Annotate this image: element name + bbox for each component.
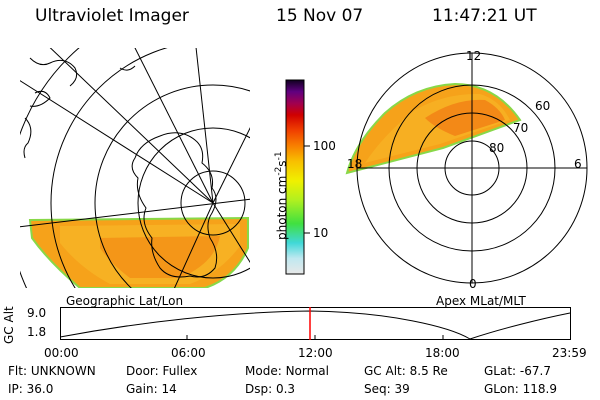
instrument-title: Ultraviolet Imager (35, 6, 189, 26)
info-dsp: Dsp: 0.3 (245, 382, 296, 396)
altitude-ytick-low: 1.8 (27, 325, 47, 339)
date-label: 15 Nov 07 (276, 6, 364, 26)
mlat-label-70: 70 (513, 121, 528, 135)
mlt-label-0: 0 (469, 277, 477, 288)
info-glon: GLon: 118.9 (484, 382, 557, 396)
info-door: Door: Fullex (126, 364, 198, 378)
colorbar-tick-100: 100 (313, 139, 336, 153)
colorbar (285, 79, 310, 275)
mlt-label-6: 6 (574, 157, 582, 171)
time-label: 11:47:21 UT (432, 6, 537, 26)
altitude-ylabel: GC Alt (2, 306, 16, 344)
geo-panel-label: Geographic Lat/Lon (66, 294, 184, 308)
info-gc-alt: GC Alt: 8.5 Re (364, 364, 448, 378)
info-seq: Seq: 39 (364, 382, 410, 396)
info-mode: Mode: Normal (245, 364, 329, 378)
altitude-xtick-2359: 23:59 (552, 346, 587, 360)
altitude-xtick-1800: 18:00 (425, 346, 460, 360)
info-gain: Gain: 14 (126, 382, 177, 396)
apex-panel-label: Apex MLat/MLT (436, 294, 526, 308)
mlt-label-18: 18 (347, 157, 362, 171)
altitude-xtick-1200: 12:00 (298, 346, 333, 360)
altitude-xtick-0000: 00:00 (44, 346, 79, 360)
altitude-xtick-0600: 06:00 (171, 346, 206, 360)
geographic-map (20, 48, 250, 288)
mlt-label-12: 12 (466, 49, 481, 63)
apex-polar-plot: 12 18 6 0 60 70 80 (345, 49, 588, 288)
info-flt: Flt: UNKNOWN (8, 364, 96, 378)
info-glat: GLat: -67.7 (484, 364, 551, 378)
mlat-label-60: 60 (535, 99, 550, 113)
mlat-label-80: 80 (489, 141, 504, 155)
altitude-ytick-high: 9.0 (27, 306, 47, 320)
colorbar-tick-10: 10 (313, 226, 329, 240)
colorbar-unit-label: photon cm-2s-1 (274, 151, 289, 240)
info-ip: IP: 36.0 (8, 382, 54, 396)
altitude-plot (60, 307, 571, 340)
